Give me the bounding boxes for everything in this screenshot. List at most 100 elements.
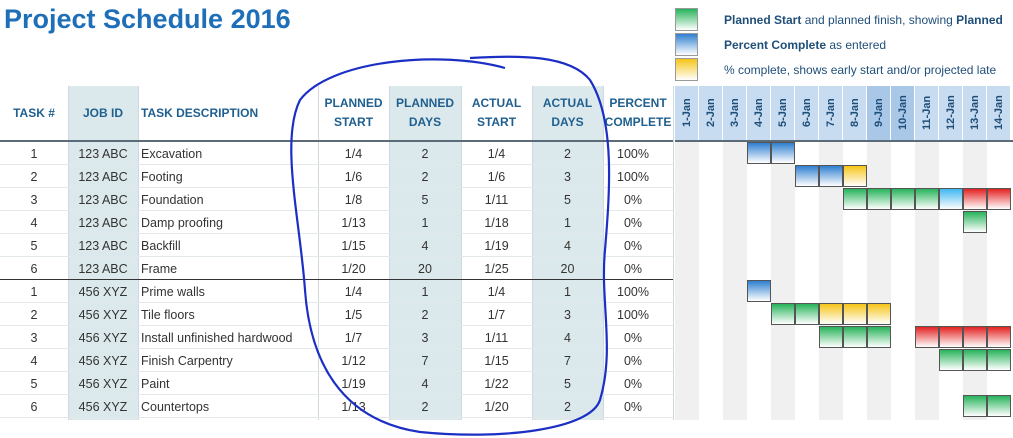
table-cell: 456 XYZ xyxy=(78,330,128,345)
header-cell: PLANNED DAYS xyxy=(395,96,454,129)
table-cell: Install unfinished hardwood xyxy=(141,330,293,345)
gantt-cell xyxy=(915,326,939,348)
gantt-date-bg xyxy=(795,86,819,140)
table-cell: 1 xyxy=(30,146,38,161)
table-cell: 3 xyxy=(421,330,429,345)
gantt-date-bg xyxy=(891,86,915,140)
gantt-date-bg xyxy=(771,86,795,140)
table-cell: 3 xyxy=(30,330,38,345)
table-cell: Tile floors xyxy=(141,307,195,322)
gantt-cell xyxy=(747,280,771,302)
header-cell: PERCENT COMPLETE xyxy=(604,96,672,129)
gantt-cell xyxy=(963,211,987,233)
legend-text: Percent Complete as entered xyxy=(724,38,886,52)
table-cell: 123 ABC xyxy=(78,261,128,276)
gantt-cell xyxy=(771,303,795,325)
gantt-cell xyxy=(747,142,771,164)
table-cell: 1/12 xyxy=(341,353,366,368)
gantt-cell xyxy=(819,303,843,325)
gantt-date-bg xyxy=(939,86,963,140)
table-cell: 1/13 xyxy=(341,399,366,414)
row-border xyxy=(0,417,673,418)
header-cell: ACTUAL START xyxy=(471,96,522,129)
table-cell: 4 xyxy=(30,353,38,368)
table-cell: 1/15 xyxy=(484,353,509,368)
row-border xyxy=(0,187,673,188)
gantt-cell xyxy=(843,165,867,187)
gantt-cell xyxy=(891,188,915,210)
gantt-cell xyxy=(867,326,891,348)
table-cell: 123 ABC xyxy=(78,169,128,184)
table-cell: 100% xyxy=(617,146,649,161)
table-cell: 0% xyxy=(623,238,643,253)
gantt-cell xyxy=(987,188,1011,210)
table-cell: 2 xyxy=(564,399,571,414)
table-cell: Paint xyxy=(141,376,170,391)
table-cell: 456 XYZ xyxy=(78,353,128,368)
table-cell: 7 xyxy=(564,353,571,368)
table-cell: 100% xyxy=(617,307,649,322)
gantt-cell xyxy=(939,326,963,348)
table-cell: 0% xyxy=(623,192,643,207)
legend-swatch xyxy=(675,8,698,31)
legend-text: % complete, shows early start and/or pro… xyxy=(724,63,996,77)
table-cell: 1/19 xyxy=(484,238,509,253)
gantt-cell xyxy=(795,303,819,325)
table-cell: 1/7 xyxy=(344,330,363,345)
table-cell: 20 xyxy=(418,261,432,276)
sheet-title: Project Schedule 2016 xyxy=(4,4,291,34)
gantt-cell xyxy=(987,326,1011,348)
table-cell: 1 xyxy=(30,284,38,299)
gantt-cell xyxy=(915,188,939,210)
table-cell: 5 xyxy=(564,192,571,207)
table-cell: 4 xyxy=(564,238,571,253)
table-cell: 0% xyxy=(623,376,643,391)
table-cell: Footing xyxy=(141,169,183,184)
table-cell: 4 xyxy=(30,215,38,230)
table-cell: 2 xyxy=(421,169,429,184)
row-border xyxy=(0,394,673,395)
table-cell: 1/25 xyxy=(484,261,509,276)
gantt-date-bg xyxy=(723,86,747,140)
legend-swatch xyxy=(675,58,698,81)
gantt-cell xyxy=(987,395,1011,417)
table-cell: 1/6 xyxy=(487,169,506,184)
table-cell: 100% xyxy=(617,284,649,299)
table-cell: 2 xyxy=(30,169,38,184)
column-border xyxy=(138,86,139,420)
table-cell: 1/22 xyxy=(484,376,509,391)
row-border xyxy=(0,279,673,280)
gantt-cell xyxy=(987,349,1011,371)
legend-text-part: as entered xyxy=(826,38,887,52)
table-cell: 456 XYZ xyxy=(78,376,128,391)
column-border xyxy=(603,86,604,420)
gantt-date-bg xyxy=(963,86,987,140)
header-cell: TASK DESCRIPTION xyxy=(141,105,259,120)
row-border xyxy=(0,348,673,349)
gantt-cell xyxy=(819,326,843,348)
table-cell: 5 xyxy=(421,192,429,207)
table-cell: 1/20 xyxy=(484,399,509,414)
row-border xyxy=(0,210,673,211)
table-cell: 1/18 xyxy=(484,215,509,230)
table-cell: 1/11 xyxy=(484,192,509,207)
table-cell: Frame xyxy=(141,261,178,276)
header-cell: TASK # xyxy=(13,105,55,120)
gantt-date-bg xyxy=(747,86,771,140)
legend-text-part: Planned Start xyxy=(724,13,802,27)
legend-text-part: Planned xyxy=(956,13,1003,27)
table-cell: 1/6 xyxy=(344,169,363,184)
table-cell: Damp proofing xyxy=(141,215,223,230)
gantt-cell xyxy=(771,142,795,164)
table-cell: 6 xyxy=(30,261,38,276)
legend-swatch xyxy=(675,33,698,56)
gantt-date-bg xyxy=(867,86,891,140)
gantt-cell xyxy=(963,188,987,210)
row-border xyxy=(0,164,673,165)
column-border xyxy=(673,86,674,420)
header-cell: JOB ID xyxy=(82,105,123,120)
table-cell: 1/4 xyxy=(344,284,363,299)
table-cell: 3 xyxy=(564,169,571,184)
